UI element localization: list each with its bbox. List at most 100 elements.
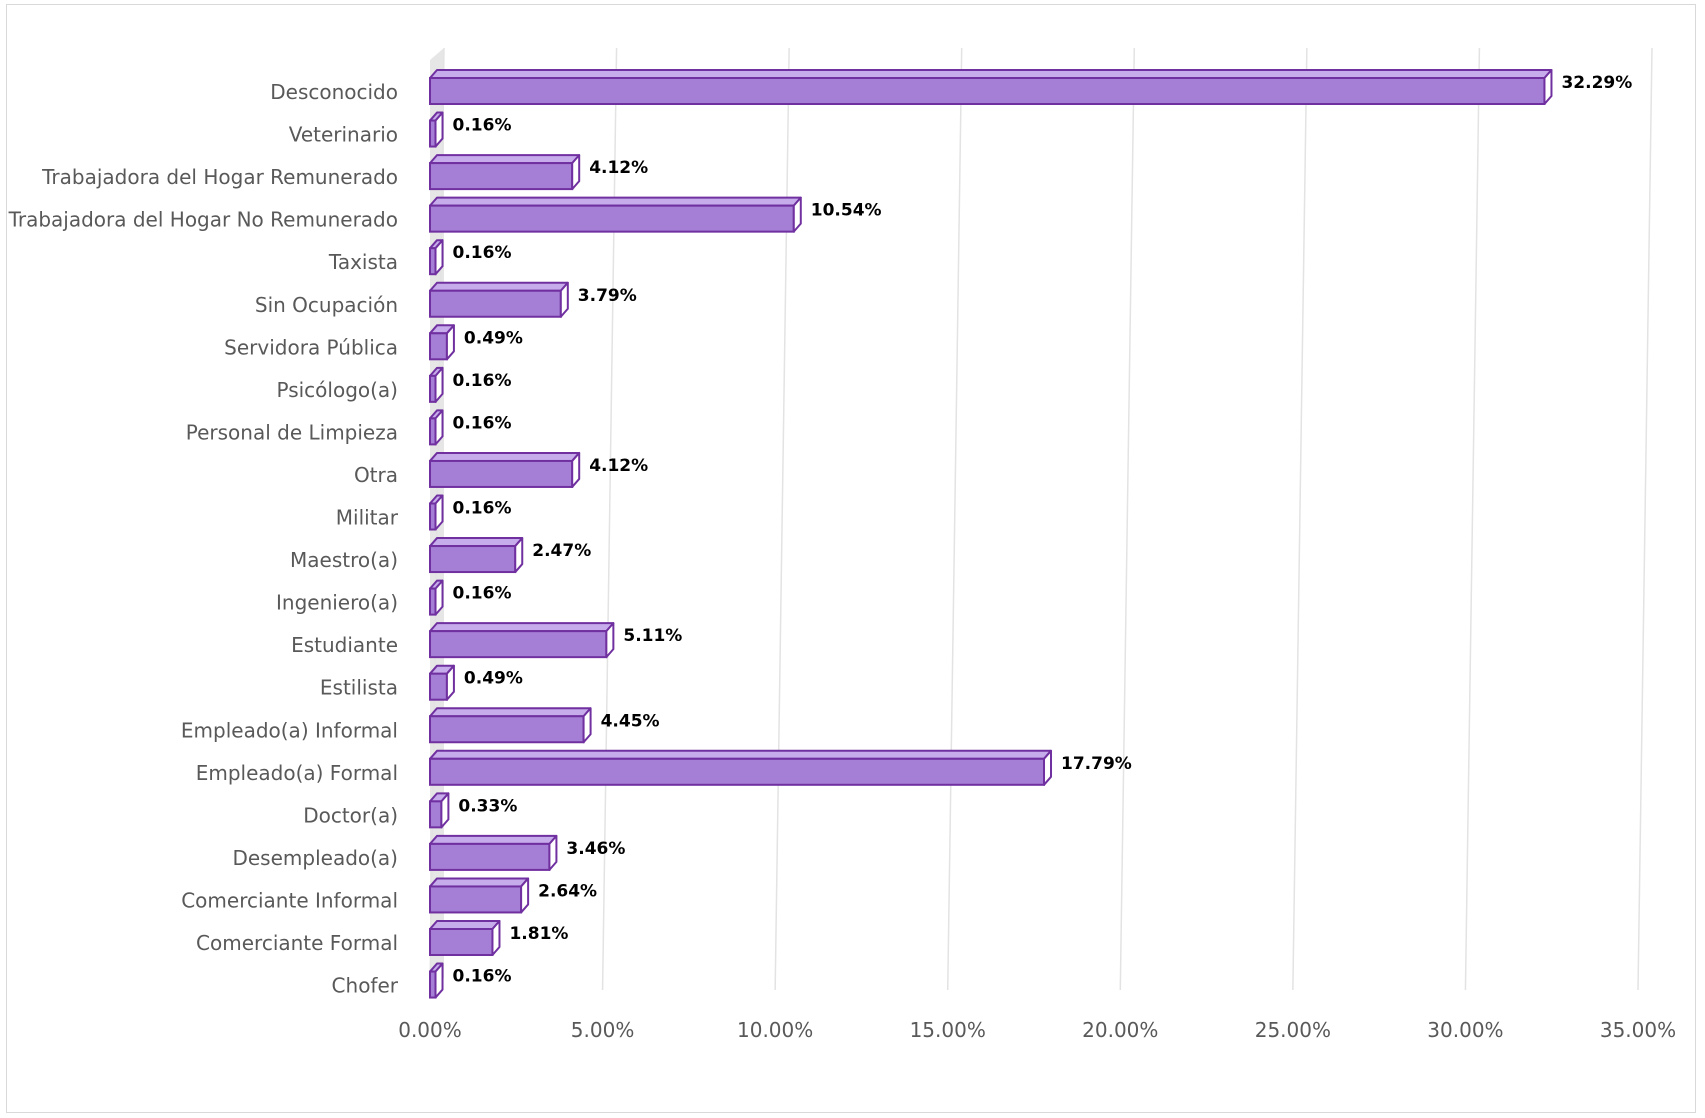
x-tick-label: 20.00% bbox=[1082, 1018, 1158, 1042]
bar-end-face bbox=[434, 366, 444, 403]
bar-top-face bbox=[429, 834, 558, 845]
category-label: Empleado(a) Formal bbox=[196, 761, 398, 785]
category-label: Comerciante Informal bbox=[181, 888, 398, 912]
bar bbox=[429, 324, 455, 361]
category-label: Comerciante Formal bbox=[196, 931, 398, 955]
bar-end-face bbox=[434, 494, 444, 531]
bar-end-face bbox=[582, 707, 592, 744]
bar bbox=[429, 409, 444, 446]
data-labels: 32.29% 0.16% 4.12% 10.54% 0.16% 3.79% 0.49% 0.1… bbox=[453, 73, 1633, 987]
x-axis-tick-labels: 0.00% 5.00% 10.00% 15.00% 20.00% 25.00% 30.00%… bbox=[398, 1018, 1676, 1042]
bar bbox=[429, 154, 581, 191]
category-label: Psicólogo(a) bbox=[276, 378, 398, 402]
category-label: Veterinario bbox=[289, 123, 398, 147]
x-tick-label: 35.00% bbox=[1600, 1018, 1676, 1042]
bar-top-face bbox=[429, 154, 581, 165]
category-label: Trabajadora del Hogar Remunerado bbox=[41, 165, 398, 189]
gridline bbox=[946, 47, 963, 991]
bar-end-face bbox=[445, 664, 455, 701]
bar-top-face bbox=[429, 69, 1553, 79]
bar-end-face bbox=[434, 239, 444, 276]
category-label: Personal de Limpieza bbox=[186, 420, 398, 444]
bar-end-face bbox=[434, 409, 444, 446]
data-label: 0.16% bbox=[453, 413, 512, 433]
bar-front-face bbox=[429, 800, 443, 829]
data-label: 3.79% bbox=[578, 286, 637, 306]
bar bbox=[429, 622, 615, 659]
bar-front-face bbox=[429, 630, 608, 659]
category-label: Maestro(a) bbox=[290, 548, 398, 572]
category-label: Servidora Pública bbox=[224, 335, 398, 359]
category-label: Doctor(a) bbox=[303, 803, 398, 827]
bar-end-face bbox=[445, 324, 455, 361]
data-label: 2.47% bbox=[532, 541, 591, 561]
category-label: Ingeniero(a) bbox=[276, 591, 398, 615]
category-label: Chofer bbox=[332, 974, 399, 998]
bar bbox=[429, 707, 592, 744]
bar-top-face bbox=[429, 877, 530, 888]
bar-top-face bbox=[429, 749, 1053, 760]
data-label: 0.16% bbox=[453, 584, 512, 604]
bar-front-face bbox=[429, 332, 448, 361]
gridline bbox=[1637, 47, 1653, 991]
bar-front-face bbox=[429, 204, 795, 233]
bar-front-face bbox=[429, 842, 551, 871]
bar-end-face bbox=[559, 281, 569, 318]
bar bbox=[429, 749, 1053, 786]
data-label: 0.16% bbox=[453, 116, 512, 136]
data-label: 4.45% bbox=[601, 711, 660, 731]
bar-top-face bbox=[429, 707, 592, 718]
x-tick-label: 25.00% bbox=[1255, 1018, 1331, 1042]
data-label: 3.46% bbox=[566, 839, 625, 859]
data-label: 0.16% bbox=[453, 967, 512, 987]
bar-end-face bbox=[491, 920, 501, 956]
bar-front-face bbox=[429, 545, 517, 574]
bar bbox=[429, 111, 444, 148]
data-label: 10.54% bbox=[811, 201, 882, 221]
bar bbox=[429, 579, 444, 616]
bar-end-face bbox=[434, 111, 444, 148]
bar-front-face bbox=[429, 715, 585, 744]
category-label: Estudiante bbox=[291, 633, 398, 657]
x-tick-label: 30.00% bbox=[1427, 1018, 1503, 1042]
bar-end-face bbox=[1543, 69, 1553, 105]
bar-end-face bbox=[571, 451, 581, 488]
bar-front-face bbox=[429, 885, 523, 914]
data-label: 0.49% bbox=[464, 669, 523, 689]
bar-top-face bbox=[429, 196, 802, 207]
bar-end-face bbox=[434, 579, 444, 616]
bar-end-face bbox=[1043, 749, 1053, 786]
bar-end-face bbox=[792, 196, 802, 233]
bar bbox=[429, 877, 530, 914]
bar bbox=[429, 834, 558, 871]
bar bbox=[429, 494, 444, 531]
category-label: Trabajadora del Hogar No Remunerado bbox=[8, 208, 398, 232]
bar-top-face bbox=[429, 451, 581, 462]
gridlines bbox=[429, 47, 1653, 991]
bar bbox=[429, 537, 524, 574]
x-tick-label: 10.00% bbox=[737, 1018, 813, 1042]
x-tick-label: 0.00% bbox=[398, 1018, 462, 1042]
data-label: 0.16% bbox=[453, 499, 512, 519]
data-label: 4.12% bbox=[589, 456, 648, 476]
category-label: Sin Ocupación bbox=[255, 293, 398, 317]
bar-front-face bbox=[429, 162, 574, 191]
gridline bbox=[1119, 47, 1136, 991]
gridline bbox=[774, 47, 790, 991]
bar-front-face bbox=[429, 928, 494, 956]
bar-end-face bbox=[440, 792, 450, 829]
bar bbox=[429, 962, 444, 999]
y-axis-category-labels: Desconocido Veterinario Trabajadora del Ho… bbox=[8, 80, 399, 998]
bar bbox=[429, 281, 569, 318]
bar-end-face bbox=[571, 154, 581, 191]
chart-frame bbox=[6, 4, 1696, 1113]
bar bbox=[429, 239, 444, 276]
bar-front-face bbox=[429, 77, 1546, 105]
bar bbox=[429, 920, 501, 956]
data-label: 0.33% bbox=[458, 796, 517, 816]
bar bbox=[429, 792, 450, 829]
bar-top-face bbox=[429, 281, 569, 292]
data-label: 17.79% bbox=[1061, 754, 1132, 774]
bar-top-face bbox=[429, 622, 615, 633]
